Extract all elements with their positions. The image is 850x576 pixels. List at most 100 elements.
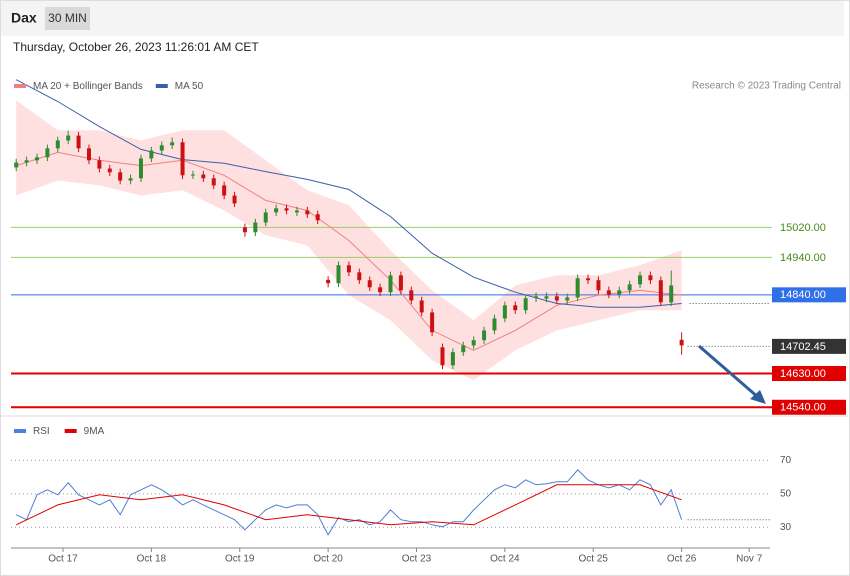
- candle-body: [24, 160, 29, 163]
- candle-body: [440, 347, 445, 366]
- candle-body: [523, 298, 528, 311]
- level-label: 14840.00: [780, 289, 826, 301]
- candle-body: [263, 212, 268, 223]
- x-tick-label: Oct 20: [313, 554, 343, 565]
- legend-label: MA 50: [175, 81, 204, 92]
- header-bar: [1, 1, 844, 36]
- x-tick-label: Oct 18: [137, 554, 167, 565]
- moving-average: [15, 79, 682, 308]
- level-label: 14940.00: [780, 252, 826, 264]
- candle-body: [242, 227, 247, 233]
- candle-body: [575, 278, 580, 298]
- last-price-box: [772, 338, 846, 354]
- candle-body: [586, 278, 591, 281]
- indicator-line: [15, 469, 683, 536]
- candle-body: [378, 287, 383, 293]
- legend-swatch: [155, 84, 168, 88]
- candle-body: [149, 150, 154, 159]
- candle-body: [45, 148, 50, 158]
- candle-body: [482, 330, 487, 341]
- legend-swatch: [14, 84, 26, 88]
- candle-body: [66, 135, 71, 141]
- candle-body: [669, 285, 674, 303]
- candle-body: [450, 352, 455, 366]
- candle-body: [638, 275, 643, 285]
- x-tick-label: Oct 23: [402, 554, 432, 565]
- legend-label: MA 20 + Bollinger Bands: [33, 81, 143, 92]
- candle-body: [554, 296, 559, 301]
- candle-body: [180, 142, 185, 176]
- level-label: 14630.00: [780, 368, 826, 380]
- forecast-arrow: [698, 344, 760, 400]
- level-label: 15020.00: [780, 222, 826, 234]
- candle-body: [409, 290, 414, 301]
- candle-body: [398, 275, 403, 291]
- last-price-label: 14702.45: [780, 341, 826, 353]
- candle-body: [357, 272, 362, 281]
- x-tick-label: Oct 17: [48, 554, 78, 565]
- candle-body: [190, 174, 195, 176]
- candle-body: [118, 172, 123, 181]
- x-tick-label: Nov 7: [736, 554, 763, 565]
- timeframe[interactable]: 30 MIN: [48, 11, 87, 25]
- candle-body: [679, 339, 684, 346]
- y-tick-label: 50: [780, 488, 792, 499]
- moving-average: [16, 151, 682, 351]
- candle-body: [253, 222, 258, 233]
- candle-body: [159, 145, 164, 151]
- candle-body: [336, 265, 341, 284]
- candle-body: [211, 178, 216, 186]
- candle-body: [326, 279, 331, 284]
- timeframe-button[interactable]: [45, 7, 90, 30]
- candle-body: [170, 142, 175, 146]
- candle-body: [658, 280, 663, 303]
- x-tick-label: Oct 26: [667, 554, 697, 565]
- candle-body: [596, 280, 601, 291]
- candle-body: [471, 340, 476, 346]
- candle-body: [138, 158, 143, 179]
- legend-swatch: [14, 429, 26, 433]
- candle-body: [502, 305, 507, 319]
- candle-body: [388, 275, 393, 293]
- indicator-line: [15, 484, 682, 526]
- candle-body: [419, 300, 424, 313]
- candle-body: [86, 148, 91, 161]
- candle-body: [284, 208, 289, 211]
- candle-body: [627, 284, 632, 291]
- candle-body: [274, 208, 279, 213]
- subtitle: Thursday, October 26, 2023 11:26:01 AM C…: [13, 40, 259, 54]
- x-tick-label: Oct 24: [490, 554, 520, 565]
- x-tick-label: Oct 25: [579, 554, 609, 565]
- forecast-arrow-head: [750, 390, 766, 404]
- legend-label: 9MA: [84, 426, 105, 437]
- level-box: [772, 287, 846, 303]
- candle-body: [492, 318, 497, 331]
- candle-body: [648, 275, 653, 281]
- candle-body: [534, 296, 539, 299]
- level-label: 14540.00: [780, 402, 826, 414]
- candle-body: [201, 174, 206, 179]
- candle-body: [107, 168, 112, 173]
- candle-body: [346, 265, 351, 273]
- level-box: [772, 399, 846, 415]
- candle-body: [305, 210, 310, 215]
- candle-body: [565, 297, 570, 301]
- x-tick-label: Oct 19: [225, 554, 255, 565]
- candle-body: [34, 157, 39, 161]
- chart-title: Dax: [11, 10, 37, 26]
- candle-body: [76, 135, 81, 149]
- level-box: [772, 366, 846, 382]
- candle-body: [232, 195, 237, 204]
- candle-body: [367, 280, 372, 288]
- candle-body: [294, 210, 299, 213]
- y-tick-label: 70: [780, 455, 792, 466]
- candle-body: [430, 312, 435, 333]
- legend-swatch: [64, 429, 77, 433]
- plot: 15020.00 14940.00 14840.00 14630.00 14540.00…: [11, 79, 846, 565]
- candle-body: [128, 178, 133, 181]
- candle-body: [544, 296, 549, 299]
- candle-body: [606, 290, 611, 295]
- candle-body: [617, 290, 622, 295]
